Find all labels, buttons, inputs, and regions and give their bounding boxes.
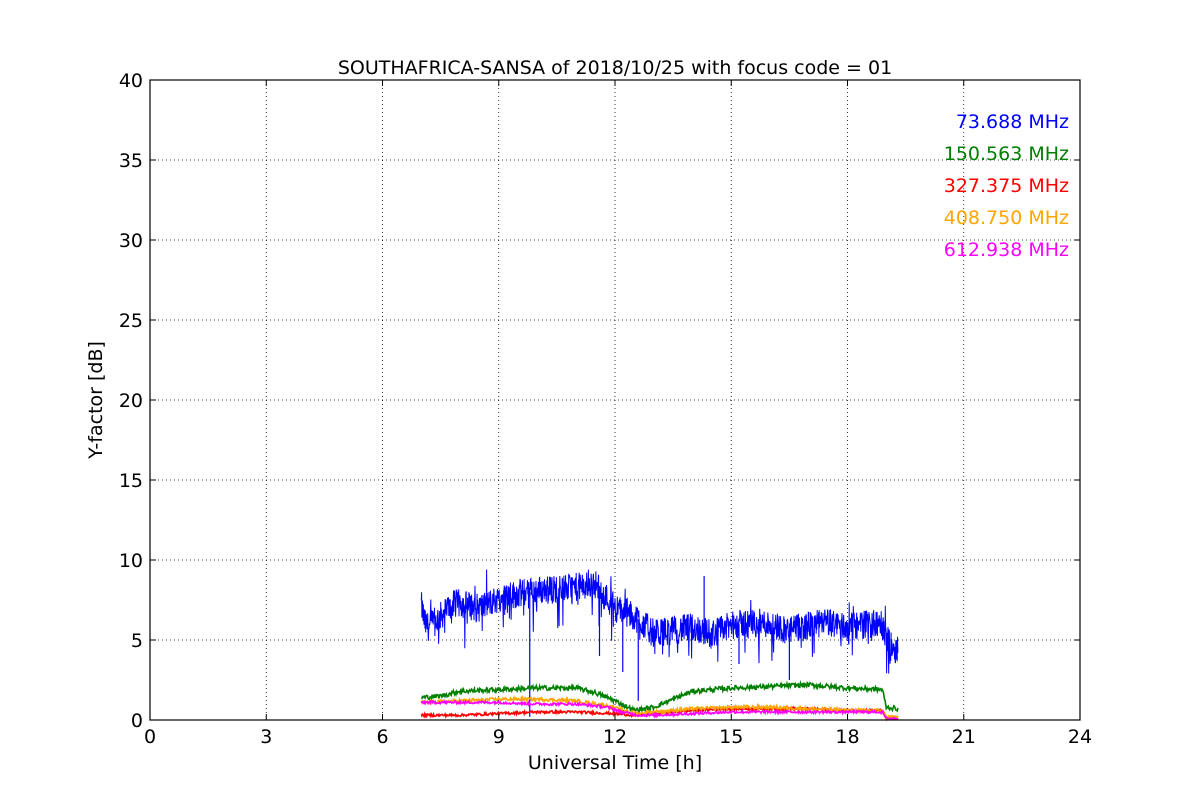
- ticks: 0 3 6 9 12 15 18 21 24 0 5 10 15 20 25 30 35 40: [119, 70, 1092, 748]
- y-tick-label: 35: [119, 150, 143, 172]
- y-axis-label: Y-factor [dB]: [85, 341, 107, 460]
- y-tick-label: 20: [119, 390, 143, 412]
- grid: [150, 80, 1080, 720]
- y-tick-label: 0: [131, 710, 143, 732]
- series-line: [421, 679, 899, 714]
- y-tick-label: 15: [119, 470, 143, 492]
- x-tick-label: 15: [719, 726, 743, 748]
- legend-entry: 408.750 MHz: [944, 207, 1069, 229]
- series-layer: [420, 569, 899, 722]
- series-line: [420, 569, 899, 674]
- x-tick-label: 0: [144, 726, 156, 748]
- chart-title: SOUTHAFRICA-SANSA of 2018/10/25 with foc…: [338, 57, 892, 79]
- legend-entry: 327.375 MHz: [944, 175, 1069, 197]
- y-tick-label: 5: [131, 630, 143, 652]
- x-tick-label: 3: [260, 726, 272, 748]
- x-tick-label: 21: [952, 726, 976, 748]
- legend: 73.688 MHz 150.563 MHz 327.375 MHz 408.750 …: [944, 111, 1069, 261]
- y-tick-label: 25: [119, 310, 143, 332]
- y-tick-label: 40: [119, 70, 143, 92]
- y-tick-label: 10: [119, 550, 143, 572]
- x-tick-label: 9: [493, 726, 505, 748]
- x-tick-label: 12: [603, 726, 627, 748]
- x-axis-label: Universal Time [h]: [528, 752, 702, 774]
- legend-entry: 150.563 MHz: [944, 143, 1069, 165]
- x-tick-label: 18: [835, 726, 859, 748]
- x-tick-label: 6: [376, 726, 388, 748]
- legend-entry: 612.938 MHz: [944, 239, 1069, 261]
- y-tick-label: 30: [119, 230, 143, 252]
- series-line: [420, 699, 899, 721]
- x-tick-label: 24: [1068, 726, 1092, 748]
- series-line: [420, 694, 899, 722]
- legend-entry: 73.688 MHz: [956, 111, 1069, 133]
